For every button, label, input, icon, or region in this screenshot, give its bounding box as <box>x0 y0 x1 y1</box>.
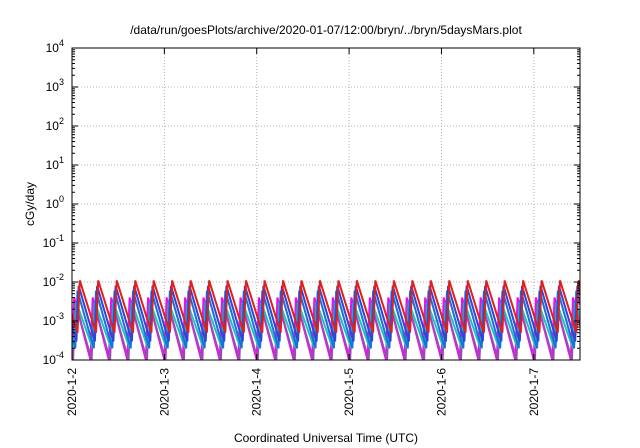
y-tick-label: 10-4 <box>43 350 64 367</box>
y-tick-label: 104 <box>46 38 64 55</box>
series-line <box>72 302 580 349</box>
chart-title: /data/run/goesPlots/archive/2020-01-07/1… <box>130 23 522 37</box>
x-tick-label: 2020-1-4 <box>250 368 264 416</box>
y-axis-label: cGy/day <box>23 182 37 226</box>
grid <box>72 48 580 360</box>
x-axis-label: Coordinated Universal Time (UTC) <box>234 431 418 445</box>
series-line <box>72 285 580 342</box>
y-tick-label: 102 <box>46 116 64 133</box>
y-tick-label: 103 <box>46 77 64 94</box>
series-line <box>72 280 580 333</box>
y-tick-label: 10-3 <box>43 311 64 328</box>
y-tick-label: 100 <box>46 194 64 211</box>
y-tick-label: 10-2 <box>43 272 64 289</box>
x-tick-label: 2020-1-5 <box>342 368 356 416</box>
series-group <box>72 280 580 360</box>
series-line <box>72 290 580 349</box>
x-ticks: 2020-1-2 2020-1-3 2020-1-4 2020-1-5 2020-1-6… <box>65 48 541 416</box>
y-tick-label: 10-1 <box>43 233 64 250</box>
y-tick-label: 101 <box>46 155 64 172</box>
x-tick-label: 2020-1-3 <box>157 368 171 416</box>
x-tick-label: 2020-1-7 <box>527 368 541 416</box>
x-tick-label: 2020-1-6 <box>434 368 448 416</box>
x-tick-label: 2020-1-2 <box>65 368 79 416</box>
y-ticks: 10-4 10-3 10-2 10-1 100 101 102 103 104 <box>43 38 580 367</box>
